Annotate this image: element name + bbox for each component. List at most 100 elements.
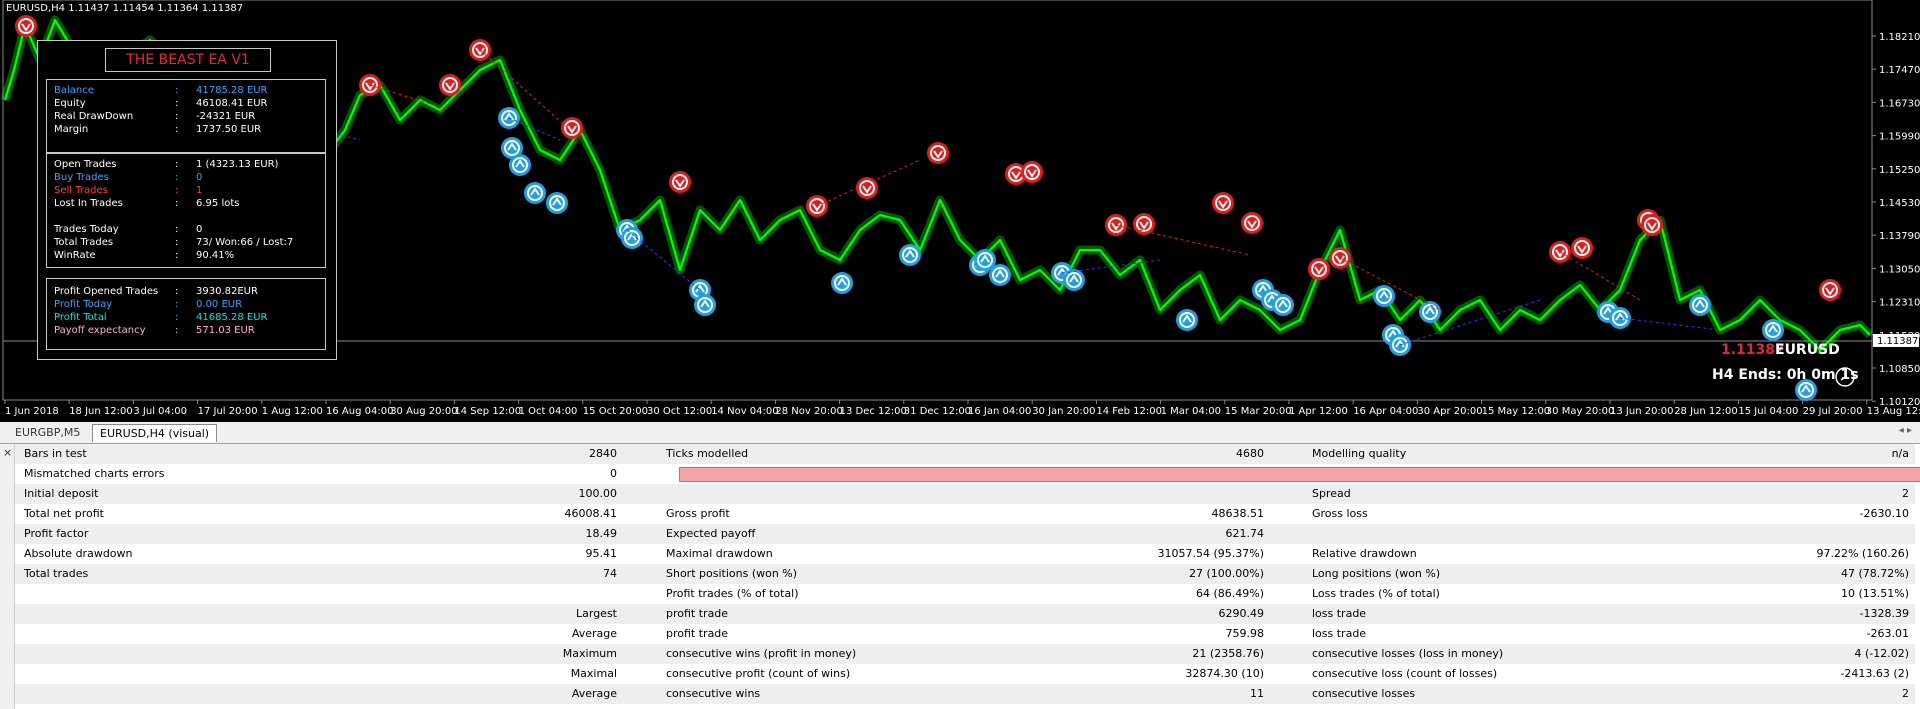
sell-marker-arrow <box>812 203 822 212</box>
report-value: Maximum <box>562 647 617 660</box>
price-label: 1.14530 <box>1879 198 1920 209</box>
sell-marker-arrow <box>365 82 375 91</box>
info-key: Real DrawDown <box>54 111 134 122</box>
sell-marker-ring <box>1552 244 1568 260</box>
sell-marker-arrow <box>1139 221 1149 230</box>
info-key: Equity <box>54 98 86 109</box>
info-key: Balance <box>54 85 94 96</box>
buy-marker-arrow <box>530 187 540 196</box>
report-label: Long positions (won %) <box>1312 567 1441 580</box>
info-key: Lost In Trades <box>54 198 123 209</box>
date-label: 14 Sep 12:00 <box>454 406 521 417</box>
buy-trade-line <box>1061 259 1161 274</box>
info-key: Total Trades <box>54 237 114 248</box>
trades-box: Open Trades: 1 (4323.13 EUR) Buy Trades: 0 S… <box>46 153 326 268</box>
report-label: loss trade <box>1312 607 1367 620</box>
buy-marker-ring <box>1422 304 1438 320</box>
info-sep: : <box>175 111 179 122</box>
sell-marker-ring <box>1024 164 1040 180</box>
date-label: 17 Jul 20:00 <box>198 406 258 417</box>
info-value: 0 <box>196 172 203 183</box>
info-key: Profit Total <box>54 312 107 323</box>
date-label: 1 Oct 04:00 <box>519 406 578 417</box>
buy-marker-ring <box>697 297 713 313</box>
info-key: Margin <box>54 124 89 135</box>
tab-eurusd-h4-visual[interactable]: EURUSD,H4 (visual) <box>92 424 218 442</box>
info-sep: : <box>175 124 179 135</box>
buy-marker-arrow <box>995 269 1005 278</box>
buy-marker-ring <box>1376 288 1392 304</box>
info-value: 1737.50 EUR <box>196 124 262 135</box>
sell-marker-arrow <box>933 150 943 159</box>
sell-marker-ring <box>472 42 488 58</box>
report-label: Gross profit <box>666 507 730 520</box>
buy-marker-ring <box>1765 322 1781 338</box>
report-value: n/a <box>1891 447 1909 460</box>
report-value: 4680 <box>1236 447 1264 460</box>
report-label: Relative drawdown <box>1312 547 1417 560</box>
date-label: 15 Oct 20:00 <box>583 406 648 417</box>
sell-marker-arrow <box>445 82 455 91</box>
sell-trade-line <box>479 49 571 131</box>
sell-marker-ring <box>1244 215 1260 231</box>
date-label: 16 Jan 04:00 <box>968 406 1031 417</box>
sell-trade-line <box>1115 224 1251 256</box>
buy-marker-ring <box>1392 337 1408 353</box>
buy-marker-arrow <box>507 142 517 151</box>
report-label: profit trade <box>666 607 729 620</box>
report-label: Absolute drawdown <box>24 547 133 560</box>
report-label: consecutive loss (count of losses) <box>1312 667 1498 680</box>
sell-marker-ring <box>1108 217 1124 233</box>
buy-marker-arrow <box>552 197 562 206</box>
sell-marker-ring <box>672 174 688 190</box>
sell-marker-ring <box>1215 195 1231 211</box>
info-value: 571.03 EUR <box>196 325 255 336</box>
buy-marker-arrow <box>1379 290 1389 299</box>
info-value: 6.95 lots <box>196 198 240 209</box>
tab-eurgbp-m5[interactable]: EURGBP,M5 <box>15 426 81 439</box>
report-label: Profit factor <box>24 527 89 540</box>
price-label: 1.18210 <box>1879 32 1920 43</box>
sell-marker-ring <box>442 77 458 93</box>
report-value: Average <box>571 687 617 700</box>
report-label: loss trade <box>1312 627 1367 640</box>
date-label: 28 Jun 12:00 <box>1674 406 1738 417</box>
buy-marker-ring <box>624 230 640 246</box>
buy-marker-ring <box>992 267 1008 283</box>
date-label: 1 Apr 12:00 <box>1289 406 1348 417</box>
report-value: -2413.63 (2) <box>1840 667 1909 680</box>
buy-marker-arrow <box>1695 299 1705 308</box>
sell-marker-arrow <box>1247 220 1257 229</box>
info-key: WinRate <box>54 250 96 261</box>
buy-marker-ring <box>1066 272 1082 288</box>
report-value: 621.74 <box>1225 527 1265 540</box>
buy-marker-arrow <box>1425 306 1435 315</box>
close-icon[interactable]: × <box>3 446 13 459</box>
report-value: 11 <box>1250 687 1264 700</box>
info-key: Profit Opened Trades <box>54 286 159 297</box>
info-value: 0.00 EUR <box>196 299 243 310</box>
sell-marker-arrow <box>862 185 872 194</box>
sell-marker-arrow <box>1335 255 1345 264</box>
price-chart[interactable]: 1.18210 1.17470 1.16730 1.15990 1.15250 1.145… <box>0 0 1920 422</box>
info-sep: : <box>175 224 179 235</box>
info-value: 41785.28 EUR <box>196 85 268 96</box>
date-label: 30 Apr 20:00 <box>1417 406 1482 417</box>
tab-scroll-arrows[interactable]: ◂ ▸ <box>1898 425 1912 436</box>
buy-marker-ring <box>1798 382 1814 398</box>
buy-marker-arrow <box>1768 324 1778 333</box>
current-price-label: 1.11387 <box>1877 336 1918 347</box>
sell-marker-ring <box>1644 217 1660 233</box>
overlay-symbol: EURUSD <box>1775 342 1840 358</box>
report-value: 100.00 <box>578 487 618 500</box>
sell-trade-line <box>369 84 451 111</box>
report-label: consecutive losses (loss in money) <box>1312 647 1504 660</box>
buy-marker-arrow <box>1278 299 1288 308</box>
buy-marker-ring <box>527 185 543 201</box>
info-sep: : <box>175 250 179 261</box>
buy-marker-ring <box>512 157 528 173</box>
report-label: Loss trades (% of total) <box>1312 587 1440 600</box>
report-label: consecutive wins (profit in money) <box>666 647 857 660</box>
report-label: Short positions (won %) <box>666 567 798 580</box>
date-label: 13 Aug 12:00 <box>1867 406 1920 417</box>
